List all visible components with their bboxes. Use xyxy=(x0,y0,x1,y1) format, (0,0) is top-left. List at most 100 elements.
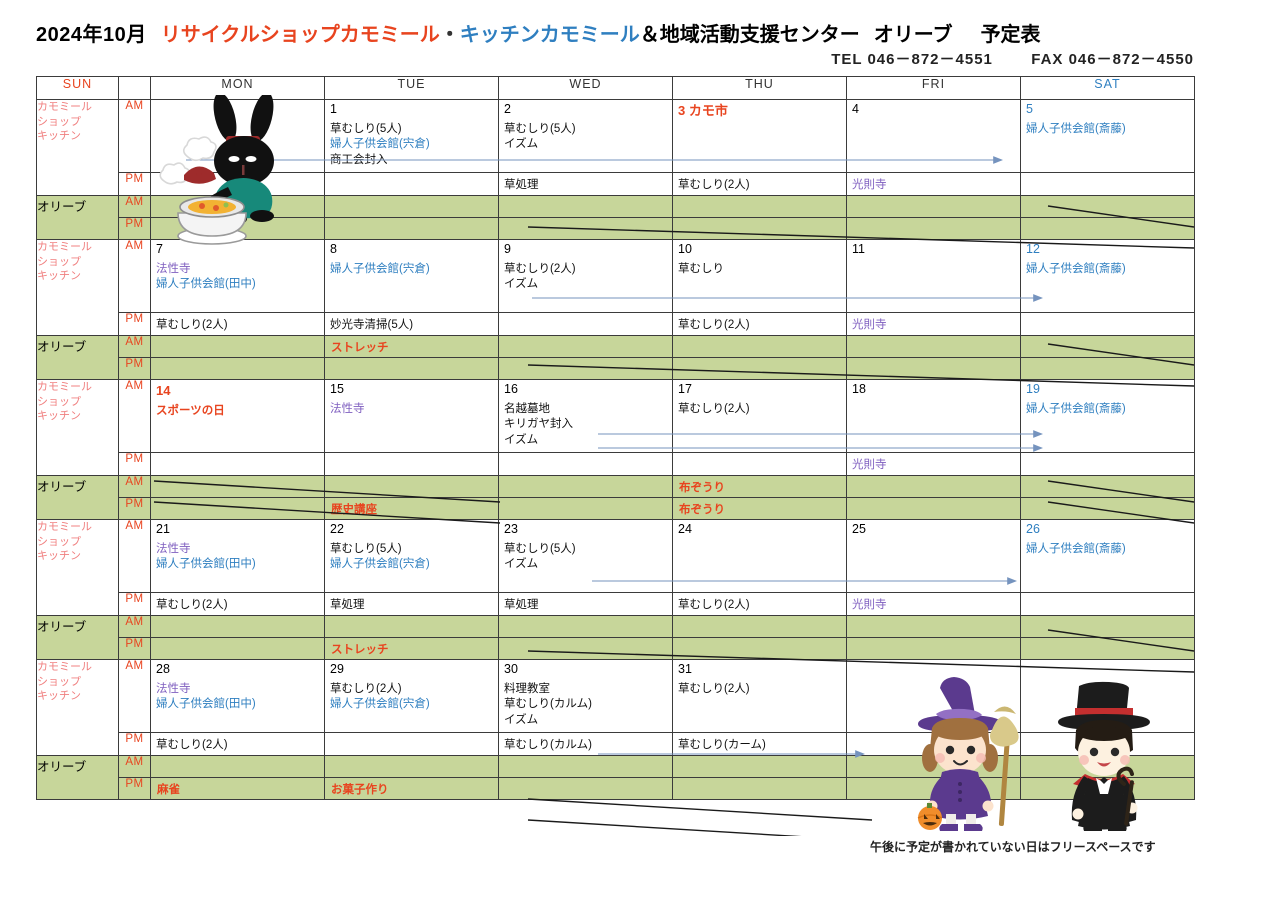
day-cell-pm[interactable] xyxy=(1020,452,1195,476)
day-cell-am[interactable]: 16 名越墓地 キリガヤ封入 イズム xyxy=(498,379,673,453)
day-cell-pm[interactable]: 草むしり(2人) xyxy=(150,592,325,616)
olive-cell-am[interactable]: ストレッチ xyxy=(324,335,499,358)
olive-cell-pm[interactable]: 麻雀 xyxy=(150,777,325,800)
olive-cell-am[interactable] xyxy=(672,335,847,358)
olive-cell-pm[interactable] xyxy=(1020,497,1195,520)
olive-cell-am[interactable] xyxy=(846,615,1021,638)
olive-cell-am[interactable] xyxy=(324,755,499,778)
day-cell-am[interactable]: 19 婦人子供会館(斎藤) xyxy=(1020,379,1195,453)
day-cell-pm[interactable]: 光則寺 xyxy=(846,312,1021,336)
day-cell-am[interactable] xyxy=(846,659,1021,733)
olive-cell-pm[interactable]: 布ぞうり xyxy=(672,497,847,520)
olive-cell-pm[interactable]: お菓子作り xyxy=(324,777,499,800)
day-cell-pm[interactable] xyxy=(1020,732,1195,756)
olive-cell-am[interactable] xyxy=(846,335,1021,358)
olive-cell-pm[interactable] xyxy=(846,637,1021,660)
day-cell-pm[interactable] xyxy=(498,452,673,476)
day-cell-pm[interactable] xyxy=(672,452,847,476)
olive-cell-am[interactable] xyxy=(1020,615,1195,638)
olive-cell-am[interactable] xyxy=(846,755,1021,778)
day-cell-pm[interactable]: 草むしり(2人) xyxy=(672,592,847,616)
day-cell-am[interactable]: 11 xyxy=(846,239,1021,313)
day-cell-am[interactable]: 15 法性寺 xyxy=(324,379,499,453)
day-cell-pm[interactable]: 草むしり(2人) xyxy=(150,732,325,756)
day-cell-am[interactable]: 28 法性寺 婦人子供会館(田中) xyxy=(150,659,325,733)
olive-cell-pm[interactable] xyxy=(498,357,673,380)
day-cell-pm[interactable] xyxy=(1020,312,1195,336)
olive-cell-am[interactable] xyxy=(846,195,1021,218)
day-cell-am[interactable]: 25 xyxy=(846,519,1021,593)
day-cell-am[interactable]: 8 婦人子供会館(宍倉) xyxy=(324,239,499,313)
olive-cell-am[interactable] xyxy=(672,195,847,218)
day-cell-pm[interactable]: 草むしり(2人) xyxy=(150,312,325,336)
olive-cell-pm[interactable] xyxy=(672,777,847,800)
day-cell-am[interactable]: 12 婦人子供会館(斎藤) xyxy=(1020,239,1195,313)
olive-cell-pm[interactable] xyxy=(150,637,325,660)
olive-cell-am[interactable] xyxy=(672,615,847,638)
day-cell-pm[interactable]: 草むしり(2人) xyxy=(672,312,847,336)
olive-cell-am[interactable] xyxy=(150,755,325,778)
olive-cell-am[interactable] xyxy=(150,195,325,218)
olive-cell-pm[interactable] xyxy=(846,497,1021,520)
day-cell-pm[interactable] xyxy=(324,732,499,756)
day-cell-am[interactable]: 24 xyxy=(672,519,847,593)
day-cell-am[interactable]: 23 草むしり(5人) イズム xyxy=(498,519,673,593)
day-cell-am[interactable]: 10 草むしり xyxy=(672,239,847,313)
olive-cell-am[interactable] xyxy=(324,195,499,218)
olive-cell-pm[interactable] xyxy=(498,637,673,660)
olive-cell-pm[interactable] xyxy=(498,777,673,800)
olive-cell-am[interactable] xyxy=(498,475,673,498)
day-cell-pm[interactable] xyxy=(1020,172,1195,196)
olive-cell-pm[interactable] xyxy=(498,217,673,240)
day-cell-am[interactable]: 30 料理教室 草むしり(カルム) イズム xyxy=(498,659,673,733)
day-cell-pm[interactable] xyxy=(324,172,499,196)
day-cell-pm[interactable]: 光則寺 xyxy=(846,592,1021,616)
day-cell-pm[interactable]: 草処理 xyxy=(324,592,499,616)
olive-cell-am[interactable] xyxy=(846,475,1021,498)
day-cell-pm[interactable]: 草処理 xyxy=(498,172,673,196)
olive-cell-am[interactable] xyxy=(498,755,673,778)
day-cell-am[interactable]: 18 xyxy=(846,379,1021,453)
olive-cell-pm[interactable] xyxy=(1020,217,1195,240)
olive-cell-am[interactable] xyxy=(1020,755,1195,778)
olive-cell-pm[interactable] xyxy=(498,497,673,520)
day-cell-am[interactable]: 26 婦人子供会館(斎藤) xyxy=(1020,519,1195,593)
day-cell-pm[interactable] xyxy=(150,172,325,196)
day-cell-am[interactable]: 4 xyxy=(846,99,1021,173)
olive-cell-am[interactable] xyxy=(1020,335,1195,358)
olive-cell-am[interactable] xyxy=(324,475,499,498)
day-cell-pm[interactable]: 光則寺 xyxy=(846,452,1021,476)
day-cell-pm[interactable]: 草むしり(2人) xyxy=(672,172,847,196)
olive-cell-pm[interactable] xyxy=(846,777,1021,800)
day-cell-pm[interactable] xyxy=(498,312,673,336)
day-cell-am[interactable]: 7 法性寺 婦人子供会館(田中) xyxy=(150,239,325,313)
day-cell-am[interactable]: 22 草むしり(5人) 婦人子供会館(宍倉) xyxy=(324,519,499,593)
day-cell-am[interactable]: 17 草むしり(2人) xyxy=(672,379,847,453)
olive-cell-pm[interactable] xyxy=(672,357,847,380)
day-cell-am[interactable]: 5 婦人子供会館(斎藤) xyxy=(1020,99,1195,173)
day-cell-am[interactable]: 29 草むしり(2人) 婦人子供会館(宍倉) xyxy=(324,659,499,733)
day-cell-pm[interactable]: 光則寺 xyxy=(846,172,1021,196)
olive-cell-am[interactable]: 布ぞうり xyxy=(672,475,847,498)
day-cell-am[interactable]: 14 スポーツの日 xyxy=(150,379,325,453)
olive-cell-pm[interactable] xyxy=(150,497,325,520)
day-cell-pm[interactable] xyxy=(150,452,325,476)
olive-cell-am[interactable] xyxy=(498,195,673,218)
olive-cell-pm[interactable] xyxy=(672,637,847,660)
olive-cell-am[interactable] xyxy=(324,615,499,638)
olive-cell-pm[interactable] xyxy=(1020,777,1195,800)
day-cell-pm[interactable]: 草むしり(カーム) xyxy=(672,732,847,756)
day-cell-am[interactable]: 21 法性寺 婦人子供会館(田中) xyxy=(150,519,325,593)
day-cell-am[interactable] xyxy=(1020,659,1195,733)
olive-cell-pm[interactable] xyxy=(150,357,325,380)
olive-cell-am[interactable] xyxy=(150,615,325,638)
day-cell-am[interactable] xyxy=(150,99,325,173)
day-cell-am[interactable]: 31 草むしり(2人) xyxy=(672,659,847,733)
olive-cell-pm[interactable] xyxy=(324,217,499,240)
olive-cell-pm[interactable] xyxy=(324,357,499,380)
olive-cell-am[interactable] xyxy=(498,335,673,358)
day-cell-am[interactable]: 9 草むしり(2人) イズム xyxy=(498,239,673,313)
day-cell-am[interactable]: 2 草むしり(5人) イズム xyxy=(498,99,673,173)
olive-cell-am[interactable] xyxy=(1020,195,1195,218)
day-cell-pm[interactable]: 草むしり(カルム) xyxy=(498,732,673,756)
